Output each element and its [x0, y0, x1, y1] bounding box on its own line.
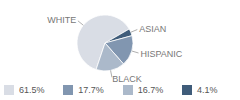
html-text:61.5%: 61.5%	[19, 85, 45, 95]
html-text:16.7%: 16.7%	[137, 85, 164, 95]
svg-text:HISPANIC: HISPANIC	[140, 49, 182, 59]
html-text:17.7%: 17.7%	[78, 85, 104, 95]
html-text:4.1%: 4.1%	[197, 85, 218, 95]
svg-text:BLACK: BLACK	[112, 74, 142, 82]
svg-text:WHITE: WHITE	[47, 15, 76, 25]
svg-text:ASIAN: ASIAN	[139, 24, 166, 34]
